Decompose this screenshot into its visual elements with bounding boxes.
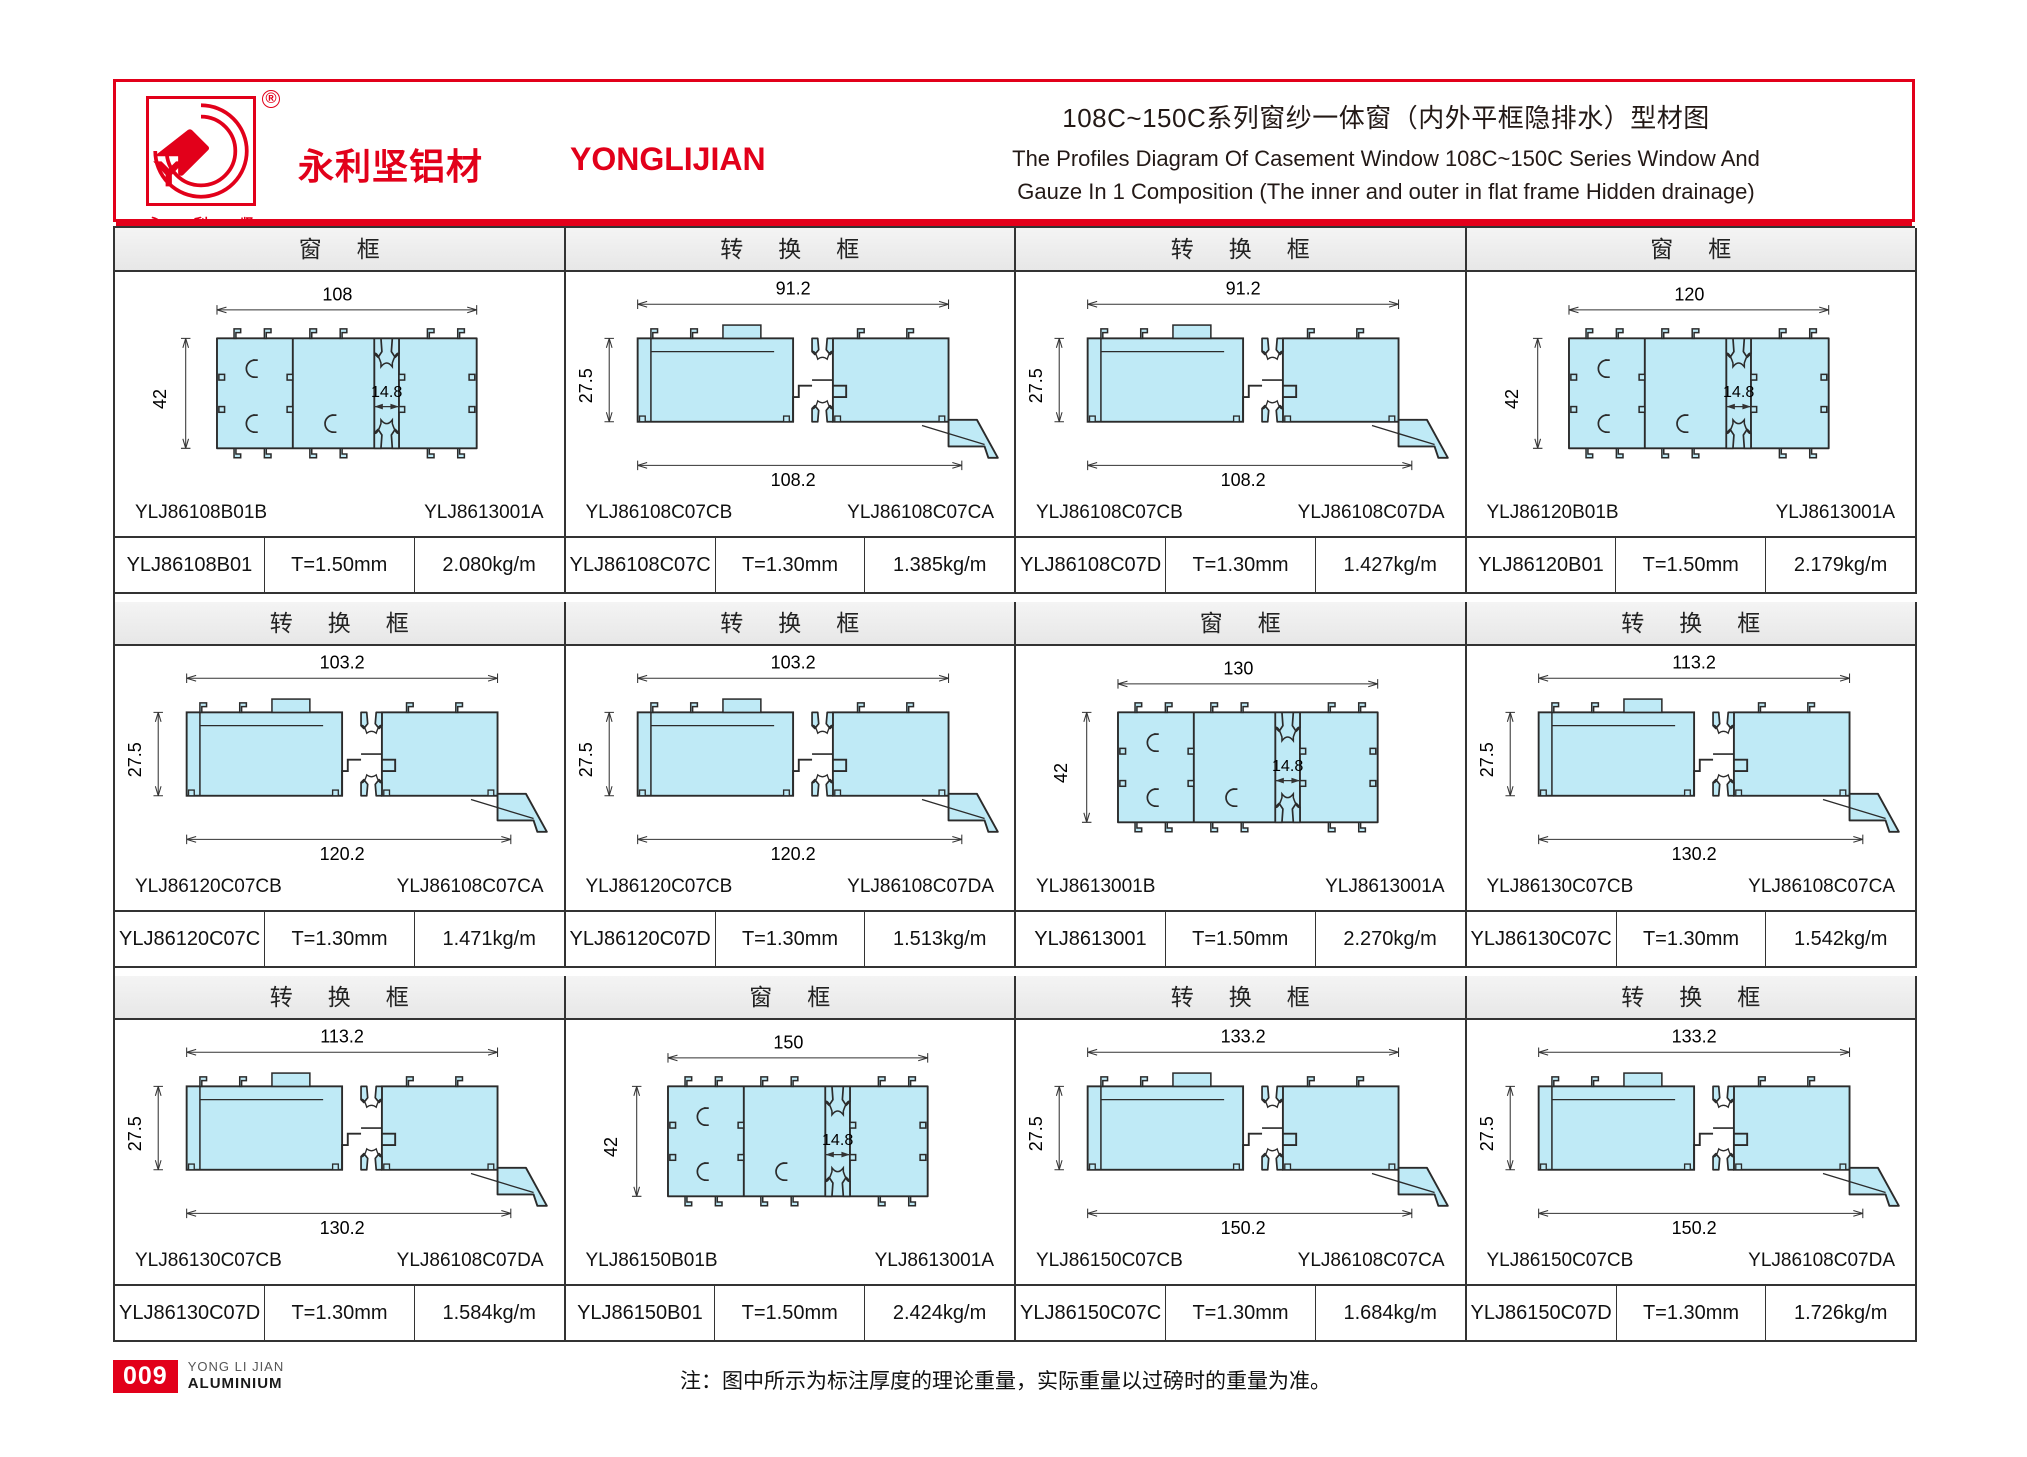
svg-text:150.2: 150.2 (1671, 1218, 1716, 1238)
svg-text:103.2: 103.2 (320, 653, 365, 673)
svg-text:14.8: 14.8 (821, 1131, 852, 1149)
svg-text:27.5: 27.5 (1026, 368, 1046, 403)
svg-text:14.8: 14.8 (371, 383, 402, 401)
svg-text:27.5: 27.5 (576, 742, 596, 777)
svg-text:27.5: 27.5 (1477, 742, 1497, 777)
svg-text:113.2: 113.2 (320, 1027, 364, 1047)
svg-text:113.2: 113.2 (1672, 653, 1716, 673)
svg-text:120.2: 120.2 (320, 844, 365, 864)
svg-text:150.2: 150.2 (1221, 1218, 1266, 1238)
svg-text:42: 42 (600, 1137, 620, 1157)
svg-text:103.2: 103.2 (770, 653, 815, 673)
svg-text:130: 130 (1223, 658, 1253, 678)
svg-text:14.8: 14.8 (1722, 383, 1753, 401)
svg-text:130.2: 130.2 (320, 1218, 365, 1238)
svg-text:120: 120 (1674, 284, 1704, 304)
svg-text:42: 42 (150, 389, 170, 409)
svg-text:150: 150 (773, 1032, 803, 1052)
svg-text:91.2: 91.2 (775, 279, 810, 299)
svg-text:27.5: 27.5 (1026, 1116, 1046, 1151)
svg-text:42: 42 (1501, 389, 1521, 409)
svg-text:133.2: 133.2 (1671, 1027, 1716, 1047)
svg-text:42: 42 (1051, 763, 1071, 783)
svg-text:130.2: 130.2 (1671, 844, 1716, 864)
svg-text:108: 108 (322, 284, 352, 304)
svg-text:108.2: 108.2 (770, 470, 815, 490)
svg-text:27.5: 27.5 (125, 742, 145, 777)
svg-text:91.2: 91.2 (1226, 279, 1261, 299)
svg-text:120.2: 120.2 (770, 844, 815, 864)
svg-text:108.2: 108.2 (1221, 470, 1266, 490)
svg-text:27.5: 27.5 (1477, 1116, 1497, 1151)
svg-text:133.2: 133.2 (1221, 1027, 1266, 1047)
svg-text:14.8: 14.8 (1272, 757, 1303, 775)
svg-text:27.5: 27.5 (576, 368, 596, 403)
svg-text:27.5: 27.5 (125, 1116, 145, 1151)
